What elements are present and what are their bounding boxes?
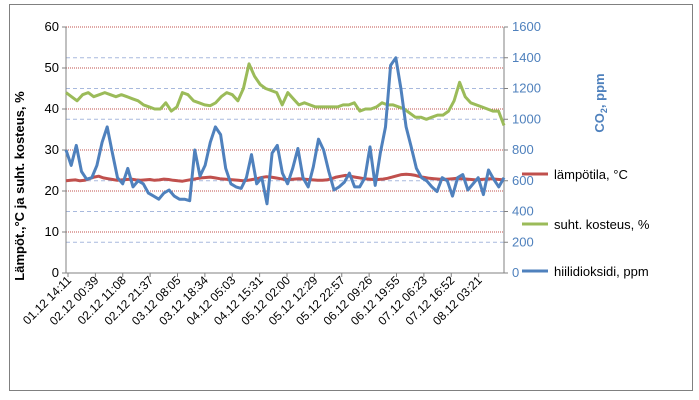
legend-item-temperature: lämpötila, °C xyxy=(522,167,628,182)
legend-label-temperature: lämpötila, °C xyxy=(554,167,628,182)
y-left-tick-label: 40 xyxy=(45,101,59,116)
y-left-tick-label: 20 xyxy=(45,183,59,198)
y-left-tick-label: 0 xyxy=(52,265,59,280)
y-right-axis-label: CO2, ppm xyxy=(592,73,609,132)
y-right-tick-label: 1000 xyxy=(512,111,541,126)
legend-label-humidity: suht. kosteus, % xyxy=(554,217,650,232)
y-left-tick-label: 50 xyxy=(45,60,59,75)
y-left-axis-label: Lämpöt.,°C ja suht. kosteus, % xyxy=(12,91,27,281)
grid-layer xyxy=(66,26,504,243)
legend-item-co2: hiilidioksidi, ppm xyxy=(522,264,649,279)
co2-line xyxy=(64,56,506,206)
y-right-tick-label: 800 xyxy=(512,142,534,157)
legend-label-co2: hiilidioksidi, ppm xyxy=(554,264,649,279)
humidity-line xyxy=(65,62,506,126)
legend: lämpötila, °C suht. kosteus, % hiilidiok… xyxy=(522,167,650,279)
labels-layer: Lämpöt.,°C ja suht. kosteus, % CO2, ppm xyxy=(12,73,609,280)
y-right-axis-label-unit: , ppm xyxy=(592,73,607,108)
y-right-axis-label-co: CO xyxy=(592,113,607,133)
y-left-tick-label: 10 xyxy=(45,224,59,239)
y-right-tick-label: 1600 xyxy=(512,19,541,34)
y-right-tick-label: 0 xyxy=(512,265,519,280)
y-left-tick-label: 60 xyxy=(45,19,59,34)
series-layer xyxy=(64,56,506,206)
y-left-tick-label: 30 xyxy=(45,142,59,157)
legend-item-humidity: suht. kosteus, % xyxy=(522,217,650,232)
y-right-tick-label: 1200 xyxy=(512,81,541,96)
y-right-axis-label-subscript: 2 xyxy=(599,108,609,113)
y-right-tick-label: 200 xyxy=(512,234,534,249)
y-right-tick-label: 600 xyxy=(512,173,534,188)
y-right-tick-label: 400 xyxy=(512,204,534,219)
y-right-tick-label: 1400 xyxy=(512,50,541,65)
